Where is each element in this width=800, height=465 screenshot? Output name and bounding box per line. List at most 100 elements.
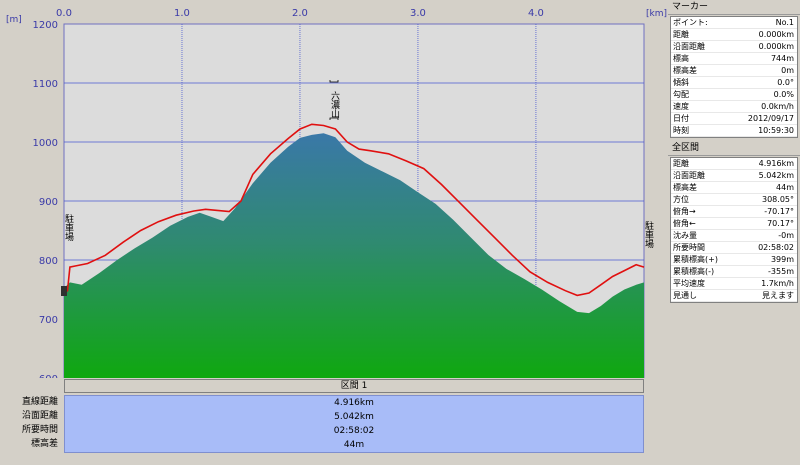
y-tick-label: 800 [39, 256, 58, 267]
row-label: 沿面距離 [673, 42, 705, 51]
x-unit-label: [km] [646, 9, 667, 19]
row-label: 方位 [673, 195, 689, 204]
y-unit-label: [m] [6, 15, 22, 25]
row-label: 時刻 [673, 126, 689, 135]
row-value: -0m [778, 231, 794, 240]
row-label: 俯角→ [673, 207, 696, 216]
section-title: 区間 1 [340, 381, 368, 391]
section-row: 俯角→ -70.17° [671, 206, 797, 218]
row-label: 沈み量 [673, 231, 697, 240]
row-label: 見通し [673, 291, 697, 300]
section-row: 標高差 44m [671, 182, 797, 194]
row-value: 0m [781, 66, 794, 75]
summary-label: 沿面距離 [21, 411, 58, 421]
row-label: 平均速度 [673, 279, 705, 288]
row-value: 10:59:30 [758, 126, 794, 135]
marker-row: 標高差 0m [671, 65, 797, 77]
marker-row: 速度 0.0km/h [671, 101, 797, 113]
row-value: 744m [770, 54, 794, 63]
section-row: 俯角← 70.17° [671, 218, 797, 230]
x-tick-label: 4.0 [528, 8, 544, 19]
section-row: 見通し 見えます [671, 290, 797, 302]
start-marker[interactable] [61, 286, 67, 296]
row-label: 速度 [673, 102, 689, 111]
track-line[interactable] [63, 123, 645, 297]
row-label: 標高 [673, 54, 689, 63]
section-panel-title: 全区間 [668, 141, 800, 156]
row-value: 02:58:02 [758, 243, 794, 252]
row-label: 日付 [673, 114, 689, 123]
section-panel: 距離 4.916km 沿面距離 5.042km 標高差 44m 方位 308.05° 俯… [670, 157, 798, 303]
row-value: 0.000km [758, 42, 794, 51]
terrain-area [64, 133, 644, 378]
info-sidebar: マーカー ポイント: No.1 距離 0.000km 沿面距離 0.000km 標高 7… [668, 0, 800, 465]
row-value: 4.916km [758, 159, 794, 168]
peak-label: 六濃山 [329, 80, 340, 120]
start-parking-text: 駐車場 [63, 213, 74, 242]
section-header[interactable]: 区間 1 [64, 379, 644, 393]
end-parking-label: 駐車場 [643, 220, 654, 249]
section-row: 所要時間 02:58:02 [671, 242, 797, 254]
row-label: 俯角← [673, 219, 696, 228]
row-label: 勾配 [673, 90, 689, 99]
summary-label: 直線距離 [21, 397, 58, 407]
marker-row: 日付 2012/09/17 [671, 113, 797, 125]
section-row: 平均速度 1.7km/h [671, 278, 797, 290]
row-value: -70.17° [764, 207, 794, 216]
row-label: 沿面距離 [673, 171, 705, 180]
y-tick-label: 700 [39, 315, 58, 326]
x-tick-label: 1.0 [174, 8, 190, 19]
summary-label: 標高差 [30, 439, 58, 449]
row-label: 所要時間 [673, 243, 705, 252]
row-value: 0.0% [773, 90, 794, 99]
row-label: 標高差 [673, 66, 697, 75]
row-value: 70.17° [767, 219, 794, 228]
marker-row: 沿面距離 0.000km [671, 41, 797, 53]
summary-value: 02:58:02 [333, 426, 375, 436]
marker-row: 勾配 0.0% [671, 89, 797, 101]
x-tick-label: 2.0 [292, 8, 308, 19]
summary-label: 所要時間 [21, 425, 58, 435]
y-tick-label: 600 [39, 374, 58, 378]
row-value: 0.000km [758, 30, 794, 39]
marker-panel: ポイント: No.1 距離 0.000km 沿面距離 0.000km 標高 744m 標… [670, 16, 798, 138]
row-value: 0.0° [777, 78, 794, 87]
row-value: 44m [776, 183, 794, 192]
row-value: 5.042km [758, 171, 794, 180]
row-label: 傾斜 [673, 78, 689, 87]
row-label: 累積標高(+) [673, 255, 718, 264]
summary-labels: 直線距離 沿面距離 所要時間 標高差 [0, 395, 62, 451]
row-label: 累積標高(-) [673, 267, 715, 276]
row-value: 0.0km/h [761, 102, 794, 111]
marker-row: ポイント: No.1 [671, 17, 797, 29]
y-tick-label: 900 [39, 197, 58, 208]
section-row: 方位 308.05° [671, 194, 797, 206]
end-parking-text: 駐車場 [643, 220, 654, 249]
summary-value: 5.042km [334, 412, 374, 422]
marker-row: 時刻 10:59:30 [671, 125, 797, 137]
marker-row: 傾斜 0.0° [671, 77, 797, 89]
section-row: 距離 4.916km [671, 158, 797, 170]
row-value: -355m [768, 267, 794, 276]
x-tick-label: 0.0 [56, 8, 72, 19]
peak-label-text: 六濃山 [329, 90, 340, 118]
row-label: ポイント: [673, 18, 708, 27]
row-value: 1.7km/h [761, 279, 794, 288]
y-tick-label: 1100 [33, 79, 58, 90]
section-row: 沿面距離 5.042km [671, 170, 797, 182]
summary-value: 4.916km [334, 398, 374, 408]
y-tick-label: 1200 [33, 20, 58, 31]
row-label: 距離 [673, 159, 689, 168]
row-value: 308.05° [762, 195, 794, 204]
row-label: 距離 [673, 30, 689, 39]
section-row: 沈み量 -0m [671, 230, 797, 242]
row-value: 399m [770, 255, 794, 264]
marker-panel-title: マーカー [668, 0, 800, 15]
summary-value: 44m [343, 440, 365, 450]
row-value: No.1 [775, 18, 794, 27]
summary-box: 4.916km 5.042km 02:58:02 44m [64, 395, 644, 453]
y-tick-label: 1000 [33, 138, 58, 149]
row-label: 標高差 [673, 183, 697, 192]
section-row: 累積標高(-) -355m [671, 266, 797, 278]
